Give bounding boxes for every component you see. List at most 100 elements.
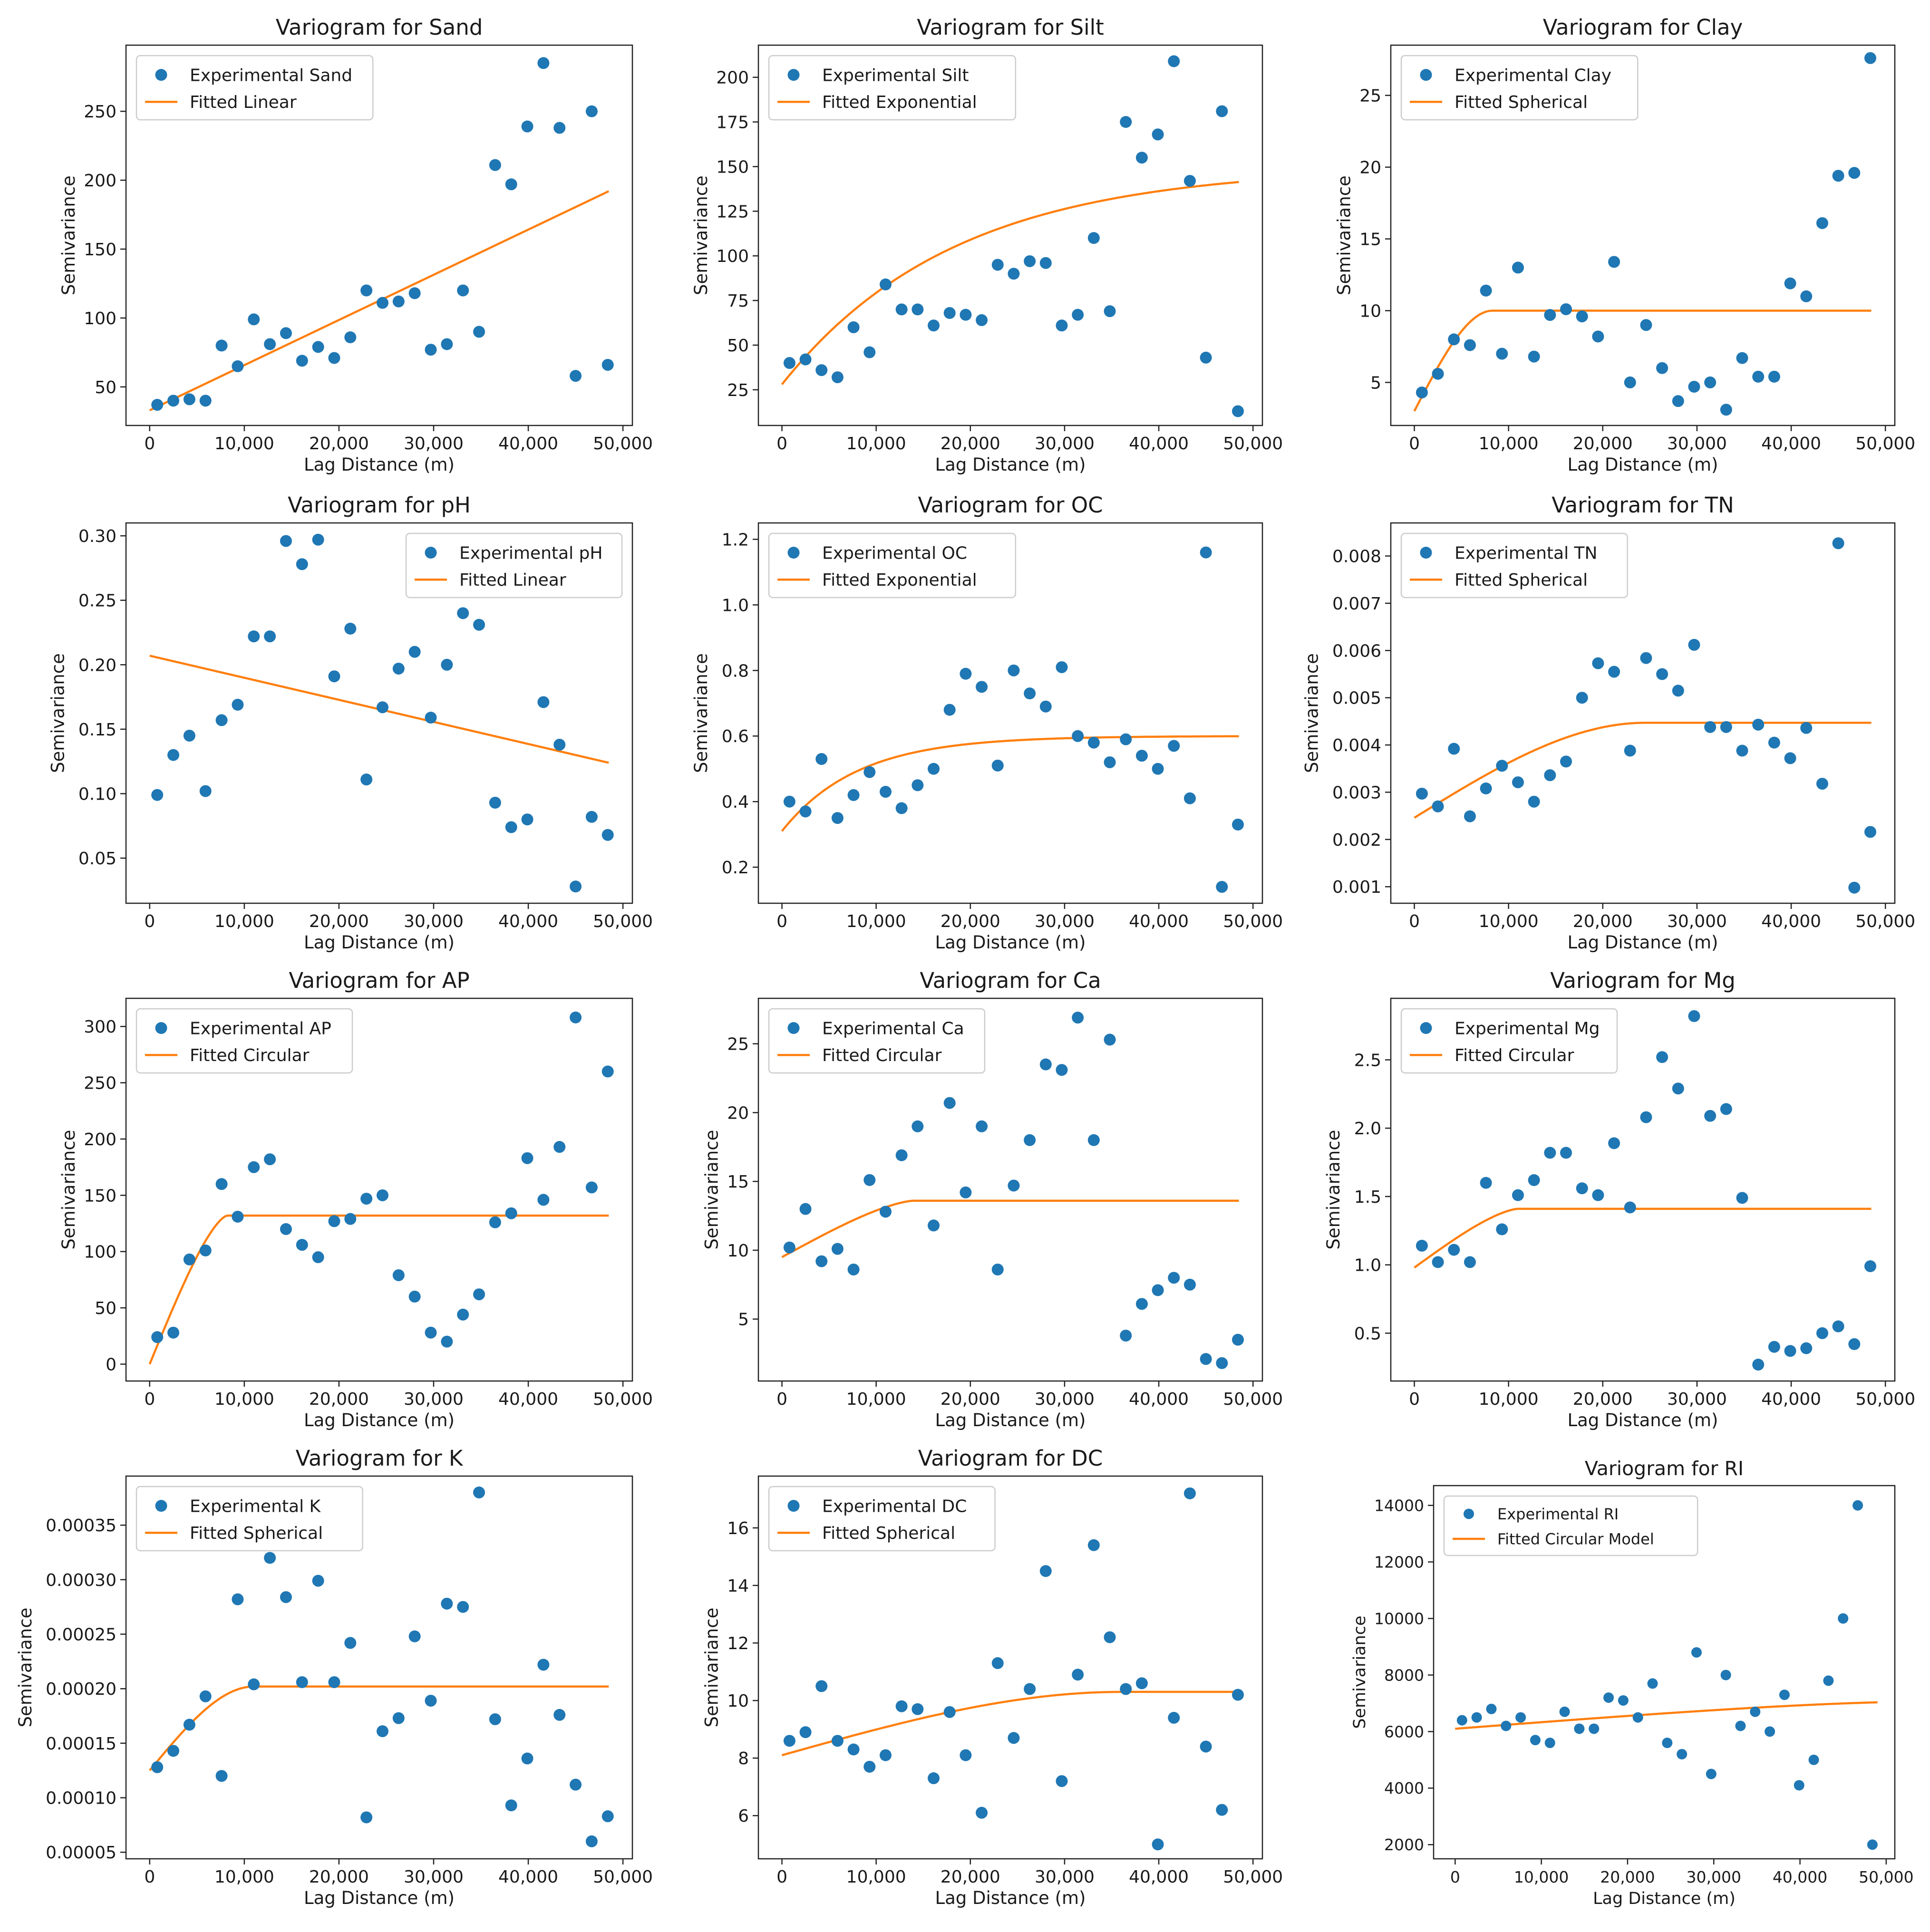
chart-title: Variogram for K bbox=[296, 1446, 464, 1471]
experimental-point bbox=[815, 753, 828, 765]
experimental-point bbox=[1486, 1703, 1497, 1714]
y-axis-label: Semivariance bbox=[1350, 1615, 1369, 1729]
x-tick-label: 50,000 bbox=[1223, 1867, 1283, 1887]
legend-marker-experimental bbox=[787, 1022, 800, 1034]
experimental-point bbox=[296, 1676, 308, 1688]
y-tick-label: 0.00025 bbox=[46, 1625, 116, 1645]
experimental-point bbox=[232, 1593, 244, 1605]
experimental-point bbox=[1072, 1669, 1084, 1681]
legend-marker-experimental bbox=[787, 1500, 800, 1512]
plot-area bbox=[149, 1486, 614, 1847]
y-tick-label: 250 bbox=[84, 1074, 116, 1093]
experimental-point bbox=[151, 1331, 164, 1343]
experimental-point bbox=[1464, 339, 1476, 351]
y-tick-label: 0.2 bbox=[722, 858, 749, 878]
x-tick-label: 30,000 bbox=[1035, 434, 1095, 454]
y-tick-label: 0.6 bbox=[722, 727, 749, 746]
experimental-point bbox=[1464, 810, 1476, 822]
experimental-point bbox=[1168, 1711, 1180, 1724]
experimental-point bbox=[1416, 386, 1428, 399]
experimental-point bbox=[1706, 1768, 1717, 1779]
plot-area bbox=[1455, 1500, 1878, 1850]
experimental-point bbox=[895, 1700, 908, 1712]
legend-marker-experimental bbox=[1420, 69, 1432, 81]
x-tick-label: 30,000 bbox=[404, 1867, 464, 1887]
experimental-point bbox=[928, 1772, 940, 1785]
experimental-point bbox=[1528, 795, 1540, 808]
experimental-point bbox=[570, 1011, 582, 1024]
experimental-point bbox=[553, 1709, 566, 1721]
experimental-point bbox=[1852, 1500, 1863, 1511]
experimental-point bbox=[376, 297, 388, 309]
y-tick-label: 0.00015 bbox=[46, 1734, 116, 1754]
experimental-point bbox=[928, 319, 940, 332]
legend-box bbox=[136, 1008, 353, 1074]
experimental-point bbox=[1592, 657, 1604, 669]
experimental-point bbox=[1864, 826, 1876, 838]
experimental-point bbox=[1691, 1647, 1702, 1658]
axes-frame bbox=[1390, 522, 1896, 904]
experimental-point bbox=[1752, 370, 1765, 383]
variogram-panel-8: Variogram for Ca 0 10,000 20,000 30,000 40,00… bbox=[702, 968, 1283, 1430]
x-tick-label: 0 bbox=[776, 1390, 787, 1409]
experimental-point bbox=[215, 1178, 228, 1190]
y-tick-label: 150 bbox=[84, 240, 116, 260]
y-axis-label: Semivariance bbox=[702, 1608, 722, 1728]
experimental-point bbox=[167, 395, 180, 407]
experimental-point bbox=[1544, 1738, 1555, 1748]
experimental-point bbox=[473, 326, 485, 338]
experimental-point bbox=[1104, 756, 1116, 768]
experimental-point bbox=[1647, 1678, 1658, 1689]
experimental-point bbox=[1560, 303, 1572, 315]
x-axis-label: Lag Distance (m) bbox=[935, 1888, 1086, 1908]
chart-title: Variogram for Ca bbox=[920, 968, 1101, 993]
experimental-point bbox=[1592, 1189, 1604, 1201]
experimental-point bbox=[151, 1761, 164, 1773]
legend: Experimental Clay Fitted Spherical bbox=[1400, 55, 1639, 121]
legend: Experimental Sand Fitted Linear bbox=[136, 55, 374, 121]
experimental-point bbox=[1039, 257, 1052, 269]
experimental-point bbox=[1720, 404, 1732, 416]
experimental-point bbox=[344, 331, 357, 343]
experimental-point bbox=[1183, 792, 1196, 804]
experimental-point bbox=[1104, 1631, 1116, 1643]
experimental-point bbox=[489, 1216, 501, 1228]
experimental-point bbox=[1838, 1613, 1849, 1624]
x-tick-label: 40,000 bbox=[498, 1390, 558, 1409]
plot-area bbox=[781, 1012, 1244, 1369]
experimental-point bbox=[199, 1690, 212, 1702]
experimental-point bbox=[457, 607, 469, 619]
experimental-point bbox=[1632, 1712, 1643, 1723]
experimental-point bbox=[1559, 1706, 1570, 1717]
experimental-point bbox=[1688, 380, 1700, 393]
experimental-point bbox=[1104, 305, 1116, 318]
x-tick-label: 40,000 bbox=[1129, 1867, 1189, 1887]
experimental-point bbox=[1867, 1839, 1878, 1850]
experimental-point bbox=[1576, 310, 1588, 323]
x-tick-label: 20,000 bbox=[1573, 1390, 1633, 1409]
axes-frame bbox=[1433, 1485, 1896, 1860]
experimental-point bbox=[1768, 370, 1780, 383]
experimental-point bbox=[1816, 778, 1828, 790]
legend-label-experimental: Experimental OC bbox=[822, 543, 967, 563]
x-tick-label: 10,000 bbox=[846, 912, 906, 931]
experimental-point bbox=[1216, 881, 1228, 893]
experimental-point bbox=[1800, 290, 1813, 302]
x-tick-label: 0 bbox=[776, 1867, 787, 1887]
y-tick-label: 0.15 bbox=[78, 720, 116, 740]
experimental-point bbox=[879, 786, 892, 798]
experimental-point bbox=[1168, 740, 1180, 752]
experimental-point bbox=[457, 1601, 469, 1613]
legend-label-fitted: Fitted Spherical bbox=[1455, 570, 1588, 590]
y-tick-label: 2.5 bbox=[1354, 1051, 1381, 1070]
experimental-point bbox=[1544, 309, 1556, 321]
x-tick-label: 40,000 bbox=[498, 1867, 558, 1887]
y-tick-label: 0.00020 bbox=[46, 1680, 116, 1699]
y-tick-label: 75 bbox=[727, 291, 749, 311]
y-axis-label: Semivariance bbox=[1323, 1130, 1344, 1250]
experimental-point bbox=[1736, 352, 1748, 364]
experimental-point bbox=[960, 309, 972, 321]
legend-box bbox=[768, 1008, 986, 1074]
legend-marker-experimental bbox=[425, 547, 437, 559]
experimental-point bbox=[441, 1597, 453, 1610]
